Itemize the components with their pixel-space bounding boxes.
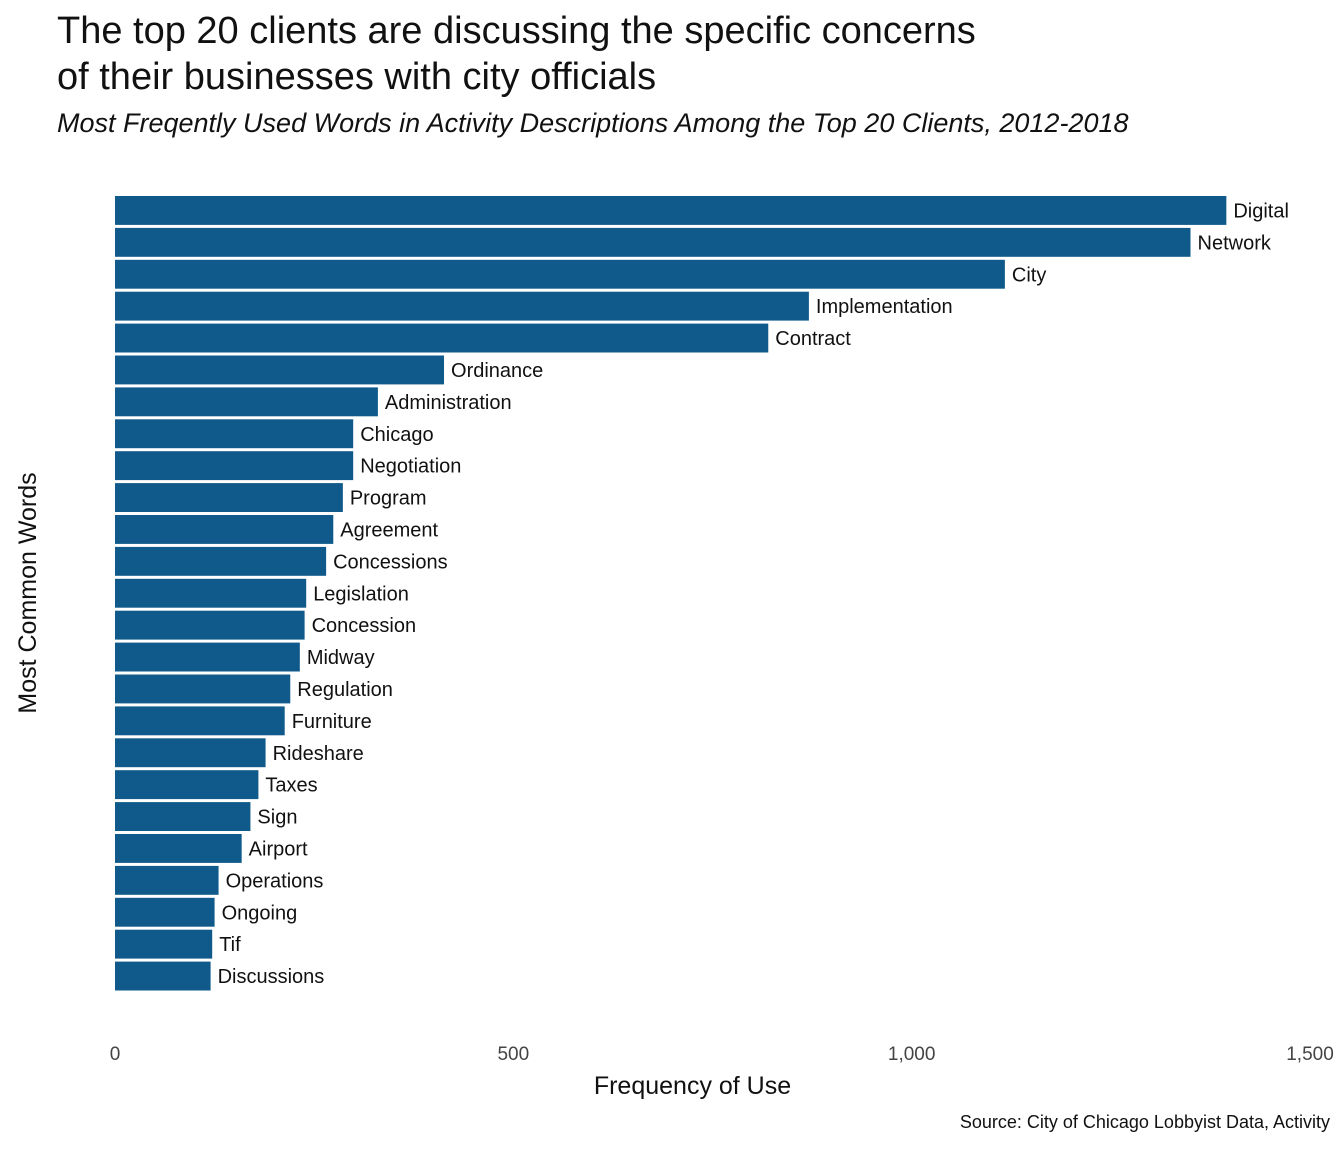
bar <box>115 706 285 736</box>
bar <box>115 483 343 512</box>
bar <box>115 610 305 640</box>
chart-title: The top 20 clients are discussing the sp… <box>57 10 976 98</box>
bar-label: Digital <box>1233 200 1289 222</box>
bar <box>115 738 266 768</box>
bar <box>115 961 211 991</box>
bar-label: Contract <box>775 328 851 350</box>
x-axis-title: Frequency of Use <box>594 1072 791 1100</box>
bar-label: Taxes <box>265 775 317 797</box>
chart-subtitle: Most Freqently Used Words in Activity De… <box>57 108 1129 138</box>
bar-label: Ongoing <box>222 902 298 924</box>
bar <box>115 642 300 672</box>
bar-label: Operations <box>226 870 324 892</box>
bar <box>115 227 1191 257</box>
bar <box>115 897 215 927</box>
bar-label: Airport <box>249 838 308 860</box>
chart-caption: Source: City of Chicago Lobbyist Data, A… <box>959 1112 1330 1132</box>
bar-label: City <box>1012 264 1046 286</box>
bar-label: Implementation <box>816 296 953 318</box>
y-axis-title: Most Common Words <box>14 472 42 713</box>
bar-label: Legislation <box>313 583 409 605</box>
bar-label: Agreement <box>340 519 438 541</box>
bar <box>115 929 213 959</box>
bar-label: Program <box>350 488 427 510</box>
bar-labels-group: Digital Network City Implementation Contract… <box>218 200 1289 988</box>
bar <box>115 355 445 385</box>
bars-group <box>115 196 1227 991</box>
bar-label: Chicago <box>360 424 433 446</box>
bar-label: Negotiation <box>360 456 461 478</box>
bar <box>115 387 378 417</box>
bar-label: Concessions <box>333 551 448 573</box>
bar <box>115 834 242 863</box>
bar <box>115 802 251 831</box>
x-tick-label: 500 <box>497 1044 529 1065</box>
x-tick-label: 1,000 <box>888 1044 936 1065</box>
bar <box>115 291 809 321</box>
bar-label: Discussions <box>218 966 325 988</box>
bar-label: Rideshare <box>273 743 364 765</box>
x-axis-ticks: 0 500 1,000 1,500 <box>110 1044 1334 1065</box>
bar <box>115 578 307 608</box>
bar <box>115 865 219 895</box>
bar <box>115 451 354 481</box>
bar-label: Concession <box>312 615 417 637</box>
bar-label: Furniture <box>292 711 372 733</box>
bar-label: Administration <box>385 392 512 414</box>
bar-label: Regulation <box>297 679 393 701</box>
bar <box>115 259 1005 289</box>
bar <box>115 770 259 800</box>
bar-label: Midway <box>307 647 375 669</box>
bar <box>115 515 334 544</box>
bar <box>115 674 291 704</box>
bar <box>115 419 354 449</box>
bar-label: Tif <box>219 934 241 956</box>
x-tick-label: 1,500 <box>1286 1044 1334 1065</box>
bar-label: Sign <box>257 807 297 829</box>
x-tick-label: 0 <box>110 1044 121 1065</box>
bar <box>115 196 1227 225</box>
bar-label: Ordinance <box>451 360 543 382</box>
bar <box>115 323 769 353</box>
bar <box>115 546 327 576</box>
bar-label: Network <box>1198 232 1272 254</box>
